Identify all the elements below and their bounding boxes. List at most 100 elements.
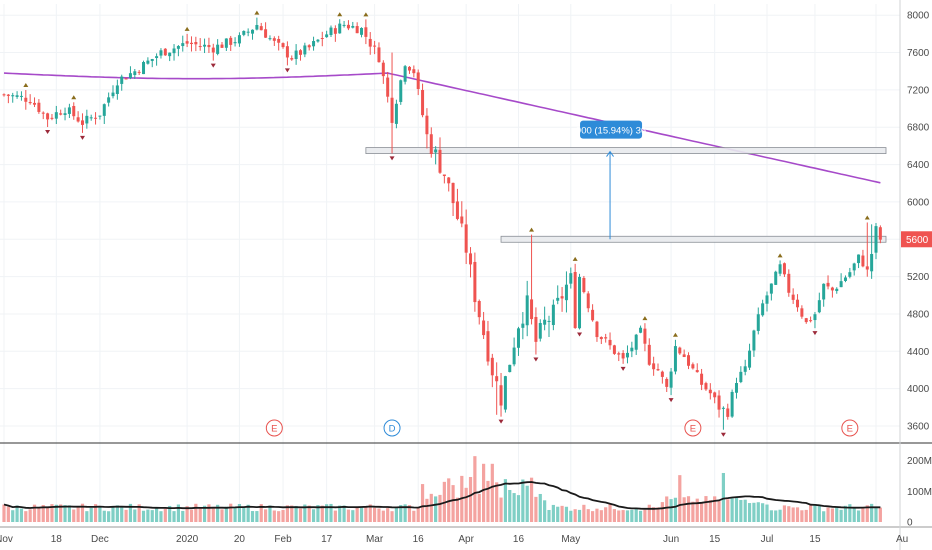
candle[interactable]: [429, 127, 433, 158]
candle[interactable]: [50, 113, 54, 121]
candle[interactable]: [442, 174, 446, 184]
candle[interactable]: [639, 325, 643, 334]
candle[interactable]: [665, 377, 669, 393]
measure-tool[interactable]: 900 (15.94%) 36: [576, 120, 646, 240]
candle[interactable]: [185, 33, 189, 48]
candle[interactable]: [787, 269, 791, 297]
candle[interactable]: [708, 383, 712, 400]
candle[interactable]: [15, 91, 19, 99]
candle[interactable]: [412, 65, 416, 78]
candle[interactable]: [669, 368, 673, 396]
candle[interactable]: [399, 79, 403, 105]
candle[interactable]: [163, 48, 167, 56]
candle[interactable]: [578, 273, 582, 330]
candle[interactable]: [861, 249, 865, 268]
candle[interactable]: [137, 69, 141, 76]
candle[interactable]: [80, 113, 84, 133]
candle[interactable]: [264, 22, 268, 38]
candle[interactable]: [416, 69, 420, 96]
candle[interactable]: [678, 346, 682, 355]
candle[interactable]: [373, 40, 377, 55]
candle[interactable]: [782, 262, 786, 277]
measure-label-box[interactable]: [580, 120, 643, 139]
candle[interactable]: [499, 372, 503, 417]
candle[interactable]: [124, 77, 128, 80]
candle[interactable]: [285, 41, 289, 66]
candle[interactable]: [464, 209, 468, 265]
candle[interactable]: [268, 35, 272, 41]
event-marker[interactable]: D: [383, 419, 401, 437]
candle[interactable]: [721, 406, 725, 430]
candle[interactable]: [778, 260, 782, 277]
candle[interactable]: [198, 38, 202, 51]
candle[interactable]: [63, 107, 67, 121]
candle[interactable]: [538, 319, 542, 342]
candle[interactable]: [687, 352, 691, 370]
candle[interactable]: [621, 350, 625, 364]
candle[interactable]: [843, 275, 847, 283]
candle[interactable]: [220, 41, 224, 49]
candle[interactable]: [756, 307, 760, 335]
candle[interactable]: [508, 364, 512, 373]
candle[interactable]: [704, 381, 708, 391]
candle[interactable]: [277, 35, 281, 51]
candle[interactable]: [338, 19, 342, 34]
candle[interactable]: [878, 225, 882, 244]
candle[interactable]: [573, 263, 577, 329]
candle[interactable]: [569, 267, 573, 289]
candle[interactable]: [325, 30, 329, 38]
candle[interactable]: [394, 99, 398, 129]
candle[interactable]: [224, 38, 228, 51]
candle[interactable]: [800, 305, 804, 319]
price-levels[interactable]: [365, 147, 887, 243]
price-level-box[interactable]: [500, 235, 887, 243]
candle[interactable]: [804, 317, 808, 324]
candle[interactable]: [817, 292, 821, 314]
candle[interactable]: [455, 188, 459, 221]
candle[interactable]: [11, 92, 15, 103]
candle[interactable]: [774, 270, 778, 286]
candle[interactable]: [434, 146, 438, 165]
candle[interactable]: [312, 36, 316, 51]
candle[interactable]: [207, 37, 211, 54]
candle[interactable]: [691, 362, 695, 370]
candle[interactable]: [368, 32, 372, 55]
candle[interactable]: [695, 363, 699, 373]
candle[interactable]: [564, 271, 568, 313]
candle[interactable]: [403, 64, 407, 85]
candle[interactable]: [37, 99, 41, 114]
candle[interactable]: [94, 112, 98, 125]
candle[interactable]: [547, 315, 551, 337]
candle[interactable]: [870, 224, 874, 279]
candle[interactable]: [608, 332, 612, 350]
candle[interactable]: [290, 55, 294, 61]
candle[interactable]: [333, 25, 337, 42]
candle[interactable]: [643, 323, 647, 352]
candle[interactable]: [495, 362, 499, 415]
candle[interactable]: [809, 316, 813, 323]
event-marker[interactable]: E: [841, 419, 859, 437]
candle[interactable]: [67, 103, 71, 119]
candle[interactable]: [682, 349, 686, 358]
candle[interactable]: [473, 252, 477, 312]
candle[interactable]: [739, 366, 743, 384]
candle[interactable]: [85, 109, 89, 129]
candle[interactable]: [617, 351, 621, 362]
candle[interactable]: [813, 311, 817, 329]
candle[interactable]: [734, 377, 738, 399]
candle[interactable]: [822, 283, 826, 307]
candle[interactable]: [634, 333, 638, 355]
candle[interactable]: [194, 36, 198, 52]
candle[interactable]: [826, 275, 830, 290]
candle[interactable]: [41, 111, 45, 120]
candle[interactable]: [586, 291, 590, 313]
candle[interactable]: [146, 57, 150, 65]
candle[interactable]: [591, 304, 595, 322]
candle[interactable]: [469, 247, 473, 278]
candle[interactable]: [421, 83, 425, 118]
candle[interactable]: [656, 363, 660, 372]
candle[interactable]: [865, 222, 869, 277]
candle[interactable]: [625, 345, 629, 364]
candle[interactable]: [525, 280, 529, 337]
